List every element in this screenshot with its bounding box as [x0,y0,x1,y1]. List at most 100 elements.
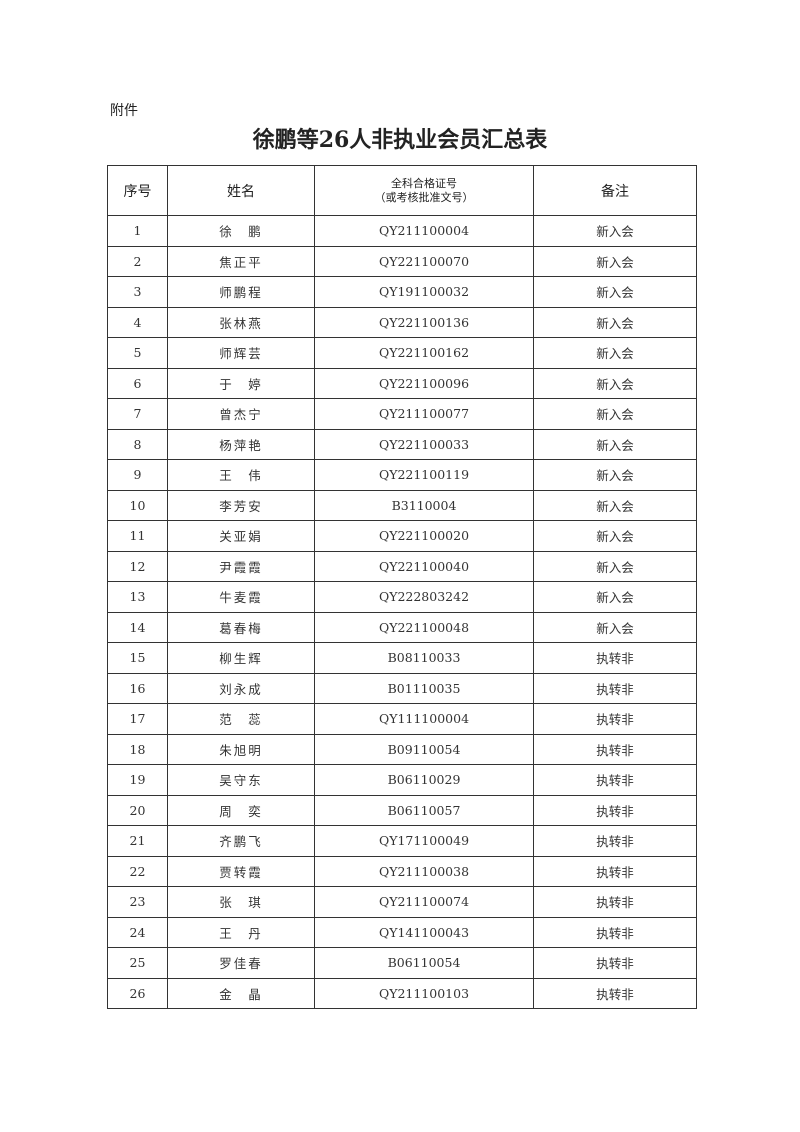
row-certificate: B06110029 [314,764,534,796]
row-remark: 新入会 [533,306,697,338]
table-row: 24 王 丹 QY141100043 执转非 [107,916,697,948]
row-remark: 新入会 [533,367,697,399]
row-certificate: QY221100040 [314,550,534,582]
row-name: 金 晶 [167,977,315,1009]
row-name: 李芳安 [167,489,315,521]
row-certificate: B3110004 [314,489,534,521]
row-certificate: QY211100103 [314,977,534,1009]
row-certificate: QY211100004 [314,215,534,247]
row-remark: 新入会 [533,611,697,643]
header-remark: 备注 [533,165,697,216]
row-index: 7 [107,398,168,430]
row-certificate: B06110057 [314,794,534,826]
attachment-label: 附件 [110,103,138,119]
row-index: 2 [107,245,168,277]
row-remark: 新入会 [533,215,697,247]
row-name: 张 琪 [167,886,315,918]
row-index: 1 [107,215,168,247]
row-name: 焦正平 [167,245,315,277]
row-remark: 执转非 [533,855,697,887]
row-certificate: QY141100043 [314,916,534,948]
row-index: 10 [107,489,168,521]
row-remark: 新入会 [533,459,697,491]
header-certificate: 全科合格证号 （或考核批准文号） [314,165,534,216]
table-row: 10 李芳安 B3110004 新入会 [107,489,697,521]
row-name: 周 奕 [167,794,315,826]
row-remark: 执转非 [533,886,697,918]
row-index: 24 [107,916,168,948]
row-certificate: QY221100070 [314,245,534,277]
page-title: 徐鹏等26人非执业会员汇总表 [252,127,548,153]
row-index: 23 [107,886,168,918]
row-remark: 新入会 [533,398,697,430]
row-name: 范 蕊 [167,703,315,735]
row-name: 杨萍艳 [167,428,315,460]
row-remark: 新入会 [533,245,697,277]
row-certificate: QY221100162 [314,337,534,369]
row-remark: 新入会 [533,550,697,582]
header-index: 序号 [107,165,168,216]
table-row: 19 吴守东 B06110029 执转非 [107,764,697,796]
table-row: 14 葛春梅 QY221100048 新入会 [107,611,697,643]
table-row: 15 柳生辉 B08110033 执转非 [107,642,697,674]
table-row: 12 尹霞霞 QY221100040 新入会 [107,550,697,582]
row-remark: 执转非 [533,977,697,1009]
row-certificate: QY191100032 [314,276,534,308]
row-name: 罗佳春 [167,947,315,979]
row-index: 6 [107,367,168,399]
row-index: 15 [107,642,168,674]
row-index: 22 [107,855,168,887]
row-name: 朱旭明 [167,733,315,765]
row-index: 12 [107,550,168,582]
row-certificate: QY221100033 [314,428,534,460]
row-name: 张林燕 [167,306,315,338]
row-remark: 新入会 [533,428,697,460]
row-name: 王 伟 [167,459,315,491]
row-certificate: QY221100048 [314,611,534,643]
table-header-row: 序号 姓名 全科合格证号 （或考核批准文号） 备注 [107,165,697,216]
row-index: 5 [107,337,168,369]
row-index: 3 [107,276,168,308]
row-name: 吴守东 [167,764,315,796]
row-certificate: QY222803242 [314,581,534,613]
row-index: 16 [107,672,168,704]
header-cert-line1: 全科合格证号 [391,176,457,190]
row-name: 关亚娟 [167,520,315,552]
row-index: 8 [107,428,168,460]
table-row: 21 齐鹏飞 QY171100049 执转非 [107,825,697,857]
row-certificate: B06110054 [314,947,534,979]
table-row: 26 金 晶 QY211100103 执转非 [107,977,697,1009]
row-certificate: QY171100049 [314,825,534,857]
row-remark: 新入会 [533,581,697,613]
row-certificate: B01110035 [314,672,534,704]
table-row: 20 周 奕 B06110057 执转非 [107,794,697,826]
row-certificate: QY221100119 [314,459,534,491]
row-certificate: B09110054 [314,733,534,765]
header-name: 姓名 [167,165,315,216]
row-remark: 执转非 [533,916,697,948]
row-certificate: QY211100038 [314,855,534,887]
row-certificate: QY111100004 [314,703,534,735]
row-name: 柳生辉 [167,642,315,674]
row-name: 王 丹 [167,916,315,948]
row-remark: 新入会 [533,337,697,369]
row-certificate: B08110033 [314,642,534,674]
row-remark: 执转非 [533,672,697,704]
row-certificate: QY211100077 [314,398,534,430]
table-row: 5 师辉芸 QY221100162 新入会 [107,337,697,369]
row-index: 21 [107,825,168,857]
table-row: 7 曾杰宁 QY211100077 新入会 [107,398,697,430]
row-remark: 新入会 [533,489,697,521]
row-remark: 执转非 [533,733,697,765]
row-remark: 执转非 [533,825,697,857]
row-name: 牛麦霞 [167,581,315,613]
table-row: 4 张林燕 QY221100136 新入会 [107,306,697,338]
row-remark: 执转非 [533,794,697,826]
table-row: 2 焦正平 QY221100070 新入会 [107,245,697,277]
table-row: 17 范 蕊 QY111100004 执转非 [107,703,697,735]
row-certificate: QY221100020 [314,520,534,552]
